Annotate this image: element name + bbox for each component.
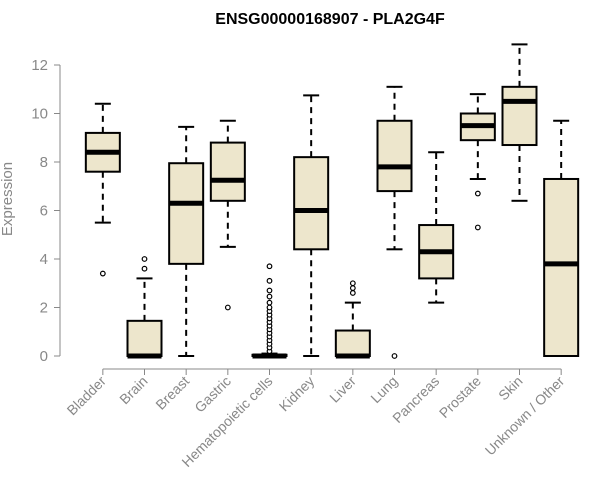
y-tick-label: 12 [31,57,48,74]
box-iqr [501,85,538,147]
outlier-point [474,190,481,197]
outlier-point [141,256,148,262]
box-breast [168,125,205,357]
box-kidney [293,94,330,357]
outlier-point [266,293,273,300]
box-iqr [209,141,246,202]
outlier-point [474,224,481,231]
x-tick-label: Unknown / Other [482,373,568,459]
box-skin [501,43,538,202]
box-iqr [543,177,580,357]
outlier-point [141,265,148,272]
y-tick-label: 2 [40,300,48,317]
x-tick-label: Prostate [436,373,484,421]
box-unknown-other [543,119,580,357]
box-gastric [209,119,246,311]
box-liver [334,280,371,359]
box-lung [376,85,413,359]
outlier-point [391,353,398,359]
box-brain [126,256,163,359]
x-tick-label: Lung [367,373,400,406]
x-tick-label: Bladder [64,373,110,419]
box-iqr [376,119,413,193]
x-tick-label: Skin [495,373,526,404]
y-tick-label: 8 [40,154,48,171]
box-iqr [168,162,205,265]
outlier-point [266,263,273,270]
outlier-point [266,299,273,306]
box-iqr [293,156,330,251]
box-pancreas [418,151,455,304]
boxes-group [84,43,580,359]
outlier-point [99,270,106,277]
outlier-point [266,287,273,294]
outlier-point [349,285,356,292]
box-iqr [126,319,163,357]
outlier-point [266,277,273,284]
box-prostate [459,93,496,231]
y-axis: 0 2 4 6 8 10 12 [31,57,61,365]
outlier-point [266,304,273,311]
chart-title: ENSG00000168907 - PLA2G4F [215,11,445,28]
y-tick-label: 0 [40,348,48,365]
outlier-point [224,304,231,311]
box-hematopoietic-cells [251,263,288,359]
x-tick-label: Liver [326,373,359,406]
box-bladder [84,102,121,277]
box-iqr [334,329,371,358]
outlier-point [349,280,356,287]
y-axis-label: Expression [0,162,16,236]
x-tick-label: Brain [116,373,150,407]
x-tick-label: Breast [152,373,192,413]
y-tick-label: 4 [40,251,48,268]
y-tick-label: 6 [40,203,48,220]
outlier-point [349,290,356,296]
x-tick-label: Kidney [276,373,318,415]
y-tick-label: 10 [31,106,48,123]
